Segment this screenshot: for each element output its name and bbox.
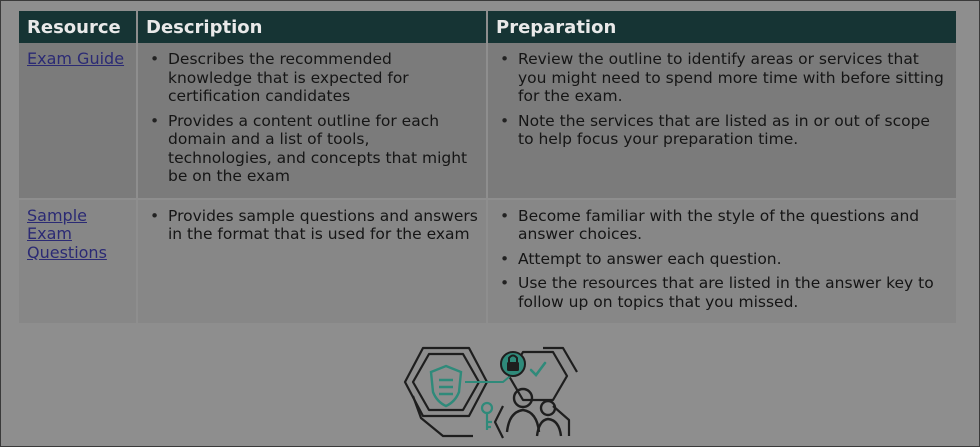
list-item: Provides sample questions and answers in… xyxy=(146,207,478,244)
list-item: Attempt to answer each question. xyxy=(496,250,948,269)
list-item: Review the outline to identify areas or … xyxy=(496,50,948,106)
list-item: Become familiar with the style of the qu… xyxy=(496,207,948,244)
sample-exam-questions-link[interactable]: Sample Exam Questions xyxy=(27,205,128,263)
people-icon xyxy=(505,387,563,437)
table-row: Sample Exam Questions Provides sample qu… xyxy=(19,198,956,323)
security-illustration xyxy=(403,346,578,439)
preparation-cell: Become familiar with the style of the qu… xyxy=(487,198,956,323)
header-description: Description xyxy=(137,11,488,43)
key-icon xyxy=(480,401,494,430)
list-item: Provides a content outline for each doma… xyxy=(146,112,478,186)
list-item: Use the resources that are listed in the… xyxy=(496,274,948,311)
link-line: Questions xyxy=(27,242,107,262)
header-preparation: Preparation xyxy=(487,11,956,43)
exam-guide-link[interactable]: Exam Guide xyxy=(27,49,125,68)
resources-table: Resource Description Preparation Exam Gu… xyxy=(19,11,956,323)
table-row: Exam Guide Describes the recommended kno… xyxy=(19,43,956,200)
table-header-row: Resource Description Preparation xyxy=(19,11,956,43)
resource-cell: Sample Exam Questions xyxy=(19,198,138,323)
preparation-list: Review the outline to identify areas or … xyxy=(496,50,948,149)
preparation-cell: Review the outline to identify areas or … xyxy=(487,43,956,200)
header-resource: Resource xyxy=(19,11,138,43)
shield-icon xyxy=(429,364,463,408)
description-list: Provides sample questions and answers in… xyxy=(146,207,478,244)
link-line: Exam xyxy=(27,224,72,243)
checkmark-icon xyxy=(529,361,547,377)
list-item: Note the services that are listed as in … xyxy=(496,112,948,149)
lock-icon xyxy=(500,351,526,377)
link-line: Sample xyxy=(27,205,87,225)
description-list: Describes the recommended knowledge that… xyxy=(146,50,478,186)
description-cell: Describes the recommended knowledge that… xyxy=(137,43,488,200)
list-item: Describes the recommended knowledge that… xyxy=(146,50,478,106)
resource-cell: Exam Guide xyxy=(19,43,138,200)
preparation-list: Become familiar with the style of the qu… xyxy=(496,207,948,312)
description-cell: Provides sample questions and answers in… xyxy=(137,198,488,323)
